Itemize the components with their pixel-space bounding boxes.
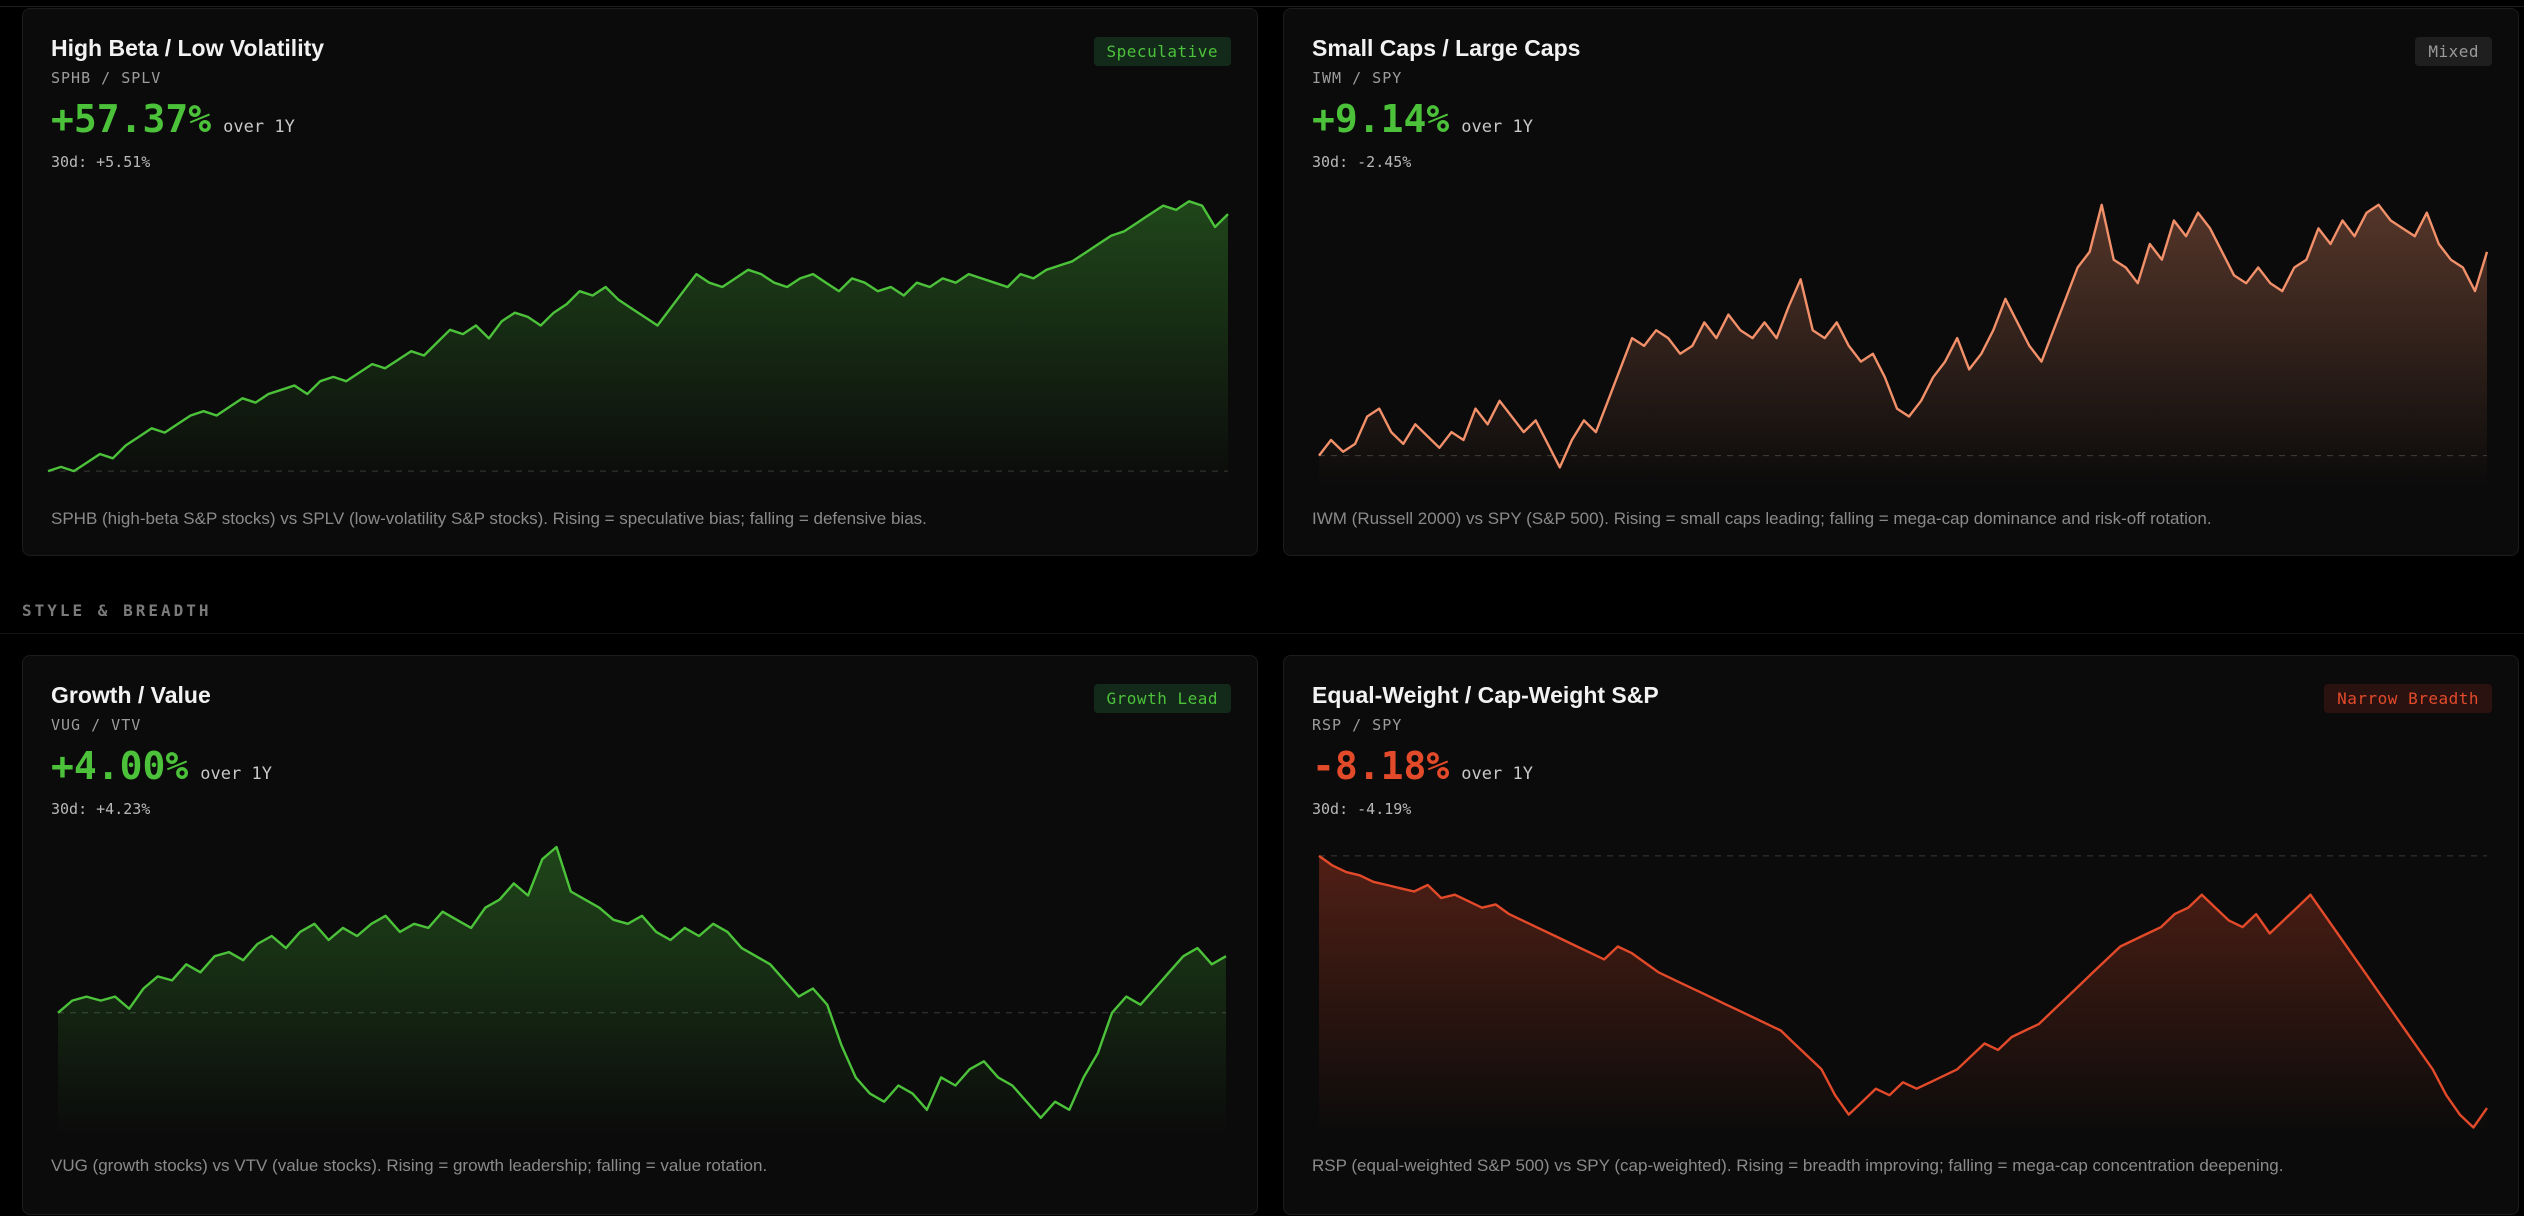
card-title: Growth / Value (51, 682, 211, 708)
small-large-caps-card: Small Caps / Large Caps IWM / SPY Mixed … (1283, 8, 2519, 556)
thirty-day-change: 30d: -2.45% (1312, 153, 1412, 171)
ratio-chart (57, 845, 1227, 1134)
card-tickers: VUG / VTV (51, 716, 142, 734)
series-area (1319, 855, 2487, 1134)
ratio-chart (1318, 203, 2489, 488)
period-label: over 1Y (200, 764, 272, 784)
card-tickers: RSP / SPY (1312, 716, 1403, 734)
card-tickers: SPHB / SPLV (51, 69, 162, 87)
performance-row: -8.18% over 1Y (1312, 744, 1533, 788)
one-year-change: -8.18% (1312, 744, 1450, 788)
card-description: RSP (equal-weighted S&P 500) vs SPY (cap… (1312, 1156, 2284, 1175)
one-year-change: +9.14% (1312, 97, 1450, 141)
card-tickers: IWM / SPY (1312, 69, 1403, 87)
series-area (58, 847, 1226, 1134)
status-badge: Mixed (2415, 37, 2492, 66)
high-beta-low-vol-card: High Beta / Low Volatility SPHB / SPLV S… (22, 8, 1258, 556)
card-title: Small Caps / Large Caps (1312, 35, 1581, 61)
one-year-change: +4.00% (51, 744, 189, 788)
series-line (57, 845, 1227, 1119)
performance-row: +4.00% over 1Y (51, 744, 272, 788)
card-title: Equal-Weight / Cap-Weight S&P (1312, 682, 1659, 708)
growth-value-card: Growth / Value VUG / VTV Growth Lead +4.… (22, 655, 1258, 1215)
one-year-change: +57.37% (51, 97, 212, 141)
period-label: over 1Y (1461, 117, 1533, 137)
thirty-day-change: 30d: -4.19% (1312, 800, 1412, 818)
ratio-chart (1318, 854, 2488, 1134)
series-line (47, 200, 1229, 473)
status-badge: Growth Lead (1093, 684, 1231, 713)
series-area (1319, 204, 2487, 488)
series-line (1318, 854, 2488, 1129)
card-title: High Beta / Low Volatility (51, 35, 325, 61)
series-area (48, 201, 1228, 485)
series-line (1318, 203, 2489, 469)
period-label: over 1Y (1461, 764, 1533, 784)
card-description: SPHB (high-beta S&P stocks) vs SPLV (low… (51, 509, 927, 528)
thirty-day-change: 30d: +5.51% (51, 153, 151, 171)
performance-row: +9.14% over 1Y (1312, 97, 1533, 141)
card-description: VUG (growth stocks) vs VTV (value stocks… (51, 1156, 768, 1175)
performance-row: +57.37% over 1Y (51, 97, 295, 141)
section-divider (0, 633, 2524, 634)
ratio-chart (47, 200, 1229, 485)
card-description: IWM (Russell 2000) vs SPY (S&P 500). Ris… (1312, 509, 2212, 528)
period-label: over 1Y (223, 117, 295, 137)
status-badge: Narrow Breadth (2324, 684, 2492, 713)
section-label: STYLE & BREADTH (22, 601, 212, 620)
equal-cap-weight-card: Equal-Weight / Cap-Weight S&P RSP / SPY … (1283, 655, 2519, 1215)
thirty-day-change: 30d: +4.23% (51, 800, 151, 818)
status-badge: Speculative (1093, 37, 1231, 66)
top-divider (0, 6, 2524, 7)
